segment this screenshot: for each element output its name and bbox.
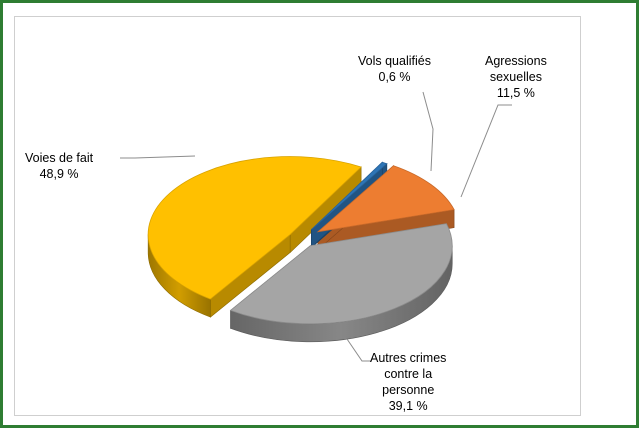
slice-vols-qualifies bbox=[311, 161, 388, 231]
slice-agressions-sexuelles bbox=[316, 165, 455, 233]
label-voies-de-fait: Voies de fait 48,9 % bbox=[25, 150, 93, 182]
leader-voies-de-fait bbox=[120, 155, 196, 159]
leader-vols-qualifies bbox=[422, 91, 434, 172]
slice-autres-crimes-contre-la-personne bbox=[229, 223, 453, 325]
slice-voies-de-fait bbox=[147, 156, 362, 300]
label-agressions-value: 11,5 % bbox=[496, 86, 535, 100]
label-vols-qualifies: Vols qualifiés 0,6 % bbox=[358, 53, 431, 85]
label-autres-crimes-line2: contre la bbox=[384, 367, 433, 381]
label-autres-crimes-line3: personne bbox=[382, 383, 435, 397]
pie-tops bbox=[147, 156, 455, 325]
label-agressions-line2: sexuelles bbox=[489, 70, 542, 84]
label-agressions-sexuelles: Agressions sexuelles 11,5 % bbox=[485, 53, 547, 101]
leader-agressions bbox=[460, 104, 512, 198]
label-vols-qualifies-name: Vols qualifiés bbox=[358, 54, 431, 68]
label-autres-crimes-line1: Autres crimes bbox=[370, 351, 447, 365]
pie-chart bbox=[120, 91, 512, 362]
chart-area: Vols qualifiés 0,6 % Agressions sexuelle… bbox=[14, 16, 581, 416]
label-autres-crimes: Autres crimes contre la personne 39,1 % bbox=[370, 350, 446, 414]
label-agressions-line1: Agressions bbox=[485, 54, 547, 68]
leader-autres-crimes bbox=[346, 338, 371, 362]
label-voies-de-fait-name: Voies de fait bbox=[25, 151, 94, 165]
label-vols-qualifies-value: 0,6 % bbox=[378, 70, 411, 84]
label-voies-de-fait-value: 48,9 % bbox=[39, 167, 79, 181]
label-autres-crimes-value: 39,1 % bbox=[388, 399, 428, 413]
